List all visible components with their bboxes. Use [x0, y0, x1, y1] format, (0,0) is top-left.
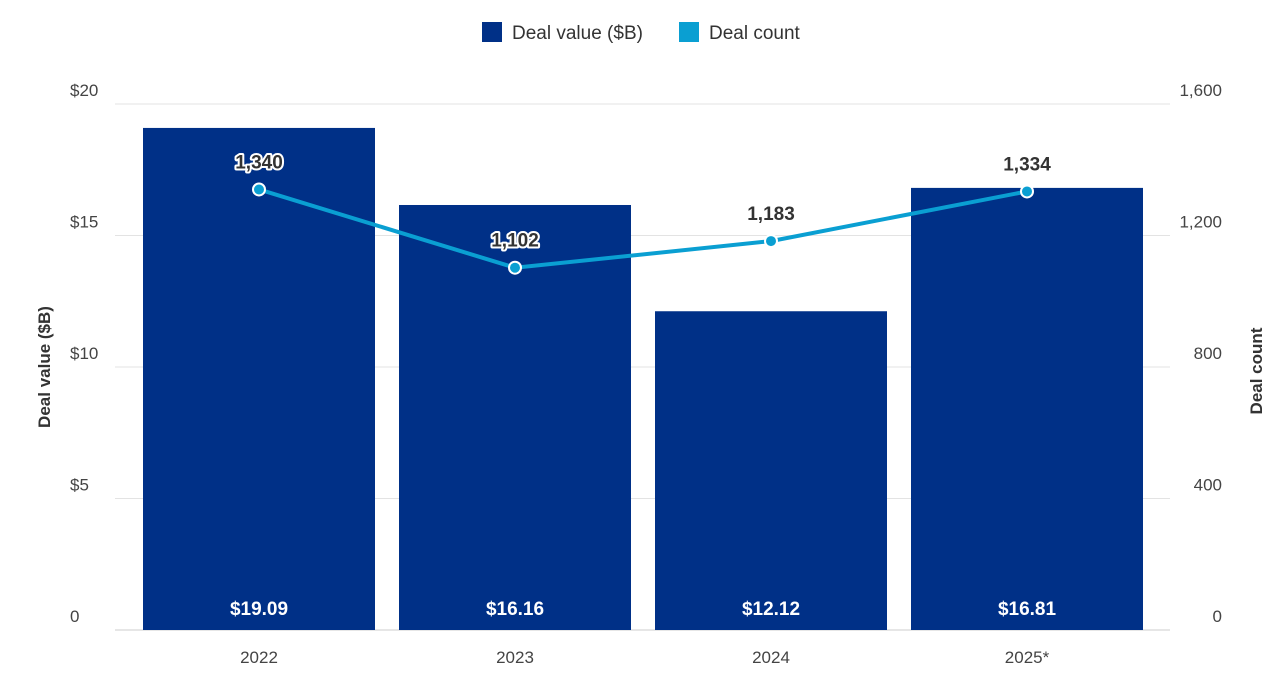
point-label: 1,340	[235, 152, 283, 173]
y-tick-label: $10	[70, 344, 98, 363]
legend-label-deal-value: Deal value ($B)	[512, 23, 643, 44]
point-label: 1,102	[491, 231, 539, 252]
bar-label: $16.16	[486, 599, 544, 620]
x-tick-label: 2024	[752, 648, 790, 667]
bar-label: $12.12	[742, 599, 800, 620]
axes: 0 $5 $10 $15 $20 0 400 800 1,200 1,600 Deal value …	[35, 81, 1266, 667]
line-point	[1020, 184, 1034, 199]
y2-tick-label: 800	[1194, 344, 1222, 363]
y2-tick-label: 0	[1213, 607, 1222, 626]
legend-swatch-deal-count	[679, 22, 699, 42]
bar-label: $16.81	[998, 599, 1057, 620]
y2-axis-title: Deal count	[1247, 327, 1266, 414]
y2-tick-label: 400	[1194, 476, 1222, 495]
y-tick-label: 0	[70, 607, 79, 626]
bar	[399, 204, 631, 630]
bars: $19.09 $16.16 $12.12 $16.81	[143, 127, 1143, 631]
x-tick-label: 2025*	[1005, 648, 1050, 667]
bar	[655, 311, 887, 630]
x-tick-label: 2023	[496, 648, 534, 667]
bar	[911, 187, 1143, 630]
bar	[143, 127, 375, 631]
line-point	[252, 182, 266, 197]
legend-label-deal-count: Deal count	[709, 23, 801, 44]
legend: Deal value ($B) Deal count	[482, 22, 801, 44]
y-axis-title: Deal value ($B)	[35, 306, 54, 428]
bar-label: $19.09	[230, 599, 288, 620]
deal-count-line	[258, 187, 1028, 270]
y-tick-label: $5	[70, 476, 89, 495]
x-tick-label: 2022	[240, 648, 278, 667]
line-point	[508, 260, 522, 275]
y-tick-label: $20	[70, 81, 98, 100]
line-series: 1,340 1,102 1,183 1,334	[233, 150, 1053, 275]
legend-swatch-deal-value	[482, 22, 502, 42]
y-tick-label: $15	[70, 213, 98, 232]
y2-tick-label: 1,200	[1179, 213, 1222, 232]
y2-tick-label: 1,600	[1179, 81, 1222, 100]
line-point	[764, 234, 778, 249]
point-label: 1,334	[1003, 154, 1051, 175]
point-label: 1,183	[747, 204, 795, 225]
